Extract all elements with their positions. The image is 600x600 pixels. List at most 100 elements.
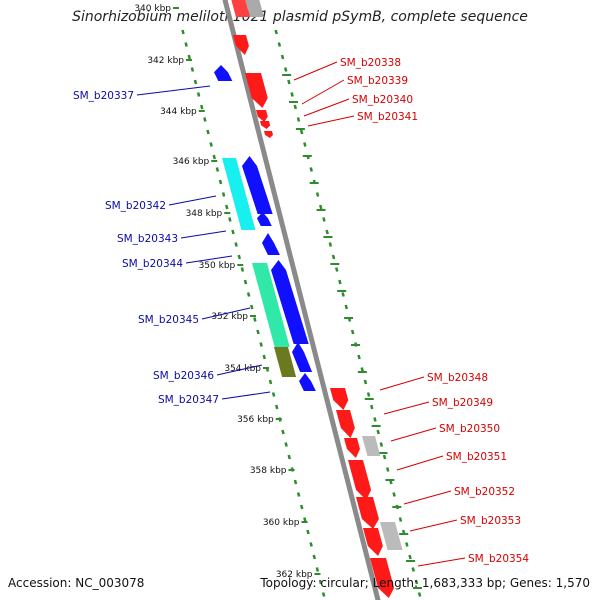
leader-line xyxy=(307,115,355,127)
left-tick-track xyxy=(237,254,241,260)
left-tick-track xyxy=(306,529,310,535)
right-tick-track xyxy=(373,417,377,422)
right-tick-track xyxy=(274,29,278,35)
left-tick-track xyxy=(246,292,251,297)
right-tick-track xyxy=(363,379,368,385)
leader-line xyxy=(168,195,217,206)
scale-label: 358 kbp xyxy=(250,466,287,476)
right-tick-track xyxy=(315,192,320,197)
right-tick-track xyxy=(296,117,301,122)
left-tick-track xyxy=(315,567,320,572)
gene-arrow xyxy=(233,35,249,55)
right-tick-track xyxy=(319,204,323,210)
scale-label: 344 kbp xyxy=(160,107,197,117)
gene-label: SM_b20351 xyxy=(446,451,507,463)
gene-label: SM_b20342 xyxy=(105,200,166,212)
gene-arrow xyxy=(257,212,272,226)
scale-label: 356 kbp xyxy=(237,415,274,425)
accession-text: Accession: NC_003078 xyxy=(8,576,145,590)
right-tick-track xyxy=(398,517,403,522)
right-tick-track xyxy=(328,242,333,247)
gene-arrow xyxy=(264,131,274,138)
gene-label: SM_b20354 xyxy=(468,553,529,565)
right-tick-track xyxy=(338,279,342,285)
gene-arrow xyxy=(356,497,379,529)
left-tick-track xyxy=(240,267,245,272)
left-tick-track xyxy=(321,592,326,597)
right-tick-track xyxy=(331,254,336,260)
right-tick-track xyxy=(280,54,285,60)
left-tick-track xyxy=(256,329,260,335)
left-tick-track xyxy=(212,154,216,160)
left-tick-track xyxy=(259,342,263,347)
gene-label: SM_b20353 xyxy=(460,515,521,527)
right-tick-track xyxy=(376,429,380,435)
left-tick-track xyxy=(262,354,266,360)
gene-label: SM_b20346 xyxy=(153,370,214,382)
left-tick-track xyxy=(206,129,210,135)
left-tick-track xyxy=(184,42,188,47)
gene-arrow xyxy=(292,342,313,372)
topology-summary: Topology: circular; Length: 1,683,333 bp… xyxy=(260,576,590,590)
leader-line xyxy=(216,364,263,376)
gene-arrow xyxy=(245,73,268,108)
gene-arrow xyxy=(380,522,403,550)
right-tick-track xyxy=(303,142,307,147)
right-tick-track xyxy=(334,267,339,272)
gene-label: SM_b20350 xyxy=(439,423,500,435)
left-tick-track xyxy=(228,217,232,222)
right-tick-track xyxy=(366,392,371,397)
scale-label: 350 kbp xyxy=(199,261,236,271)
gene-label: SM_b20345 xyxy=(138,314,199,326)
leader-line xyxy=(301,79,345,105)
map-title: Sinorhizobium meliloti 1021 plasmid pSym… xyxy=(72,9,528,25)
gene-arrow xyxy=(214,65,233,81)
left-tick-track xyxy=(271,392,276,397)
left-tick-track xyxy=(318,579,323,585)
right-tick-track xyxy=(293,104,297,110)
left-tick-track xyxy=(221,192,226,197)
left-tick-track xyxy=(225,204,229,210)
left-tick-track xyxy=(190,67,195,72)
gene-label: SM_b20343 xyxy=(117,233,178,245)
gene-arrow xyxy=(245,0,264,17)
scale-label: 352 kbp xyxy=(211,312,248,322)
gene-arrow xyxy=(274,347,297,377)
leader-line xyxy=(409,519,458,532)
left-tick-track xyxy=(196,92,201,97)
left-tick-track xyxy=(309,542,313,547)
right-tick-track xyxy=(277,42,282,47)
right-tick-track xyxy=(408,554,412,560)
gene-arrow xyxy=(299,373,316,391)
left-tick-track xyxy=(296,492,301,497)
right-tick-track xyxy=(283,67,288,72)
right-tick-track xyxy=(414,579,419,585)
left-tick-track xyxy=(218,179,223,185)
gene-arrow xyxy=(363,528,383,556)
leader-line xyxy=(303,98,350,117)
right-tick-track xyxy=(405,542,409,547)
scale-label: 362 kbp xyxy=(276,570,313,580)
right-tick-track xyxy=(350,329,355,335)
gene-label: SM_b20340 xyxy=(352,94,413,106)
gene-arrow xyxy=(336,410,355,438)
leader-line xyxy=(417,557,466,567)
left-tick-track xyxy=(287,454,291,460)
left-tick-track xyxy=(268,379,273,385)
gene-label: SM_b20339 xyxy=(347,75,408,87)
left-tick-track xyxy=(275,404,279,410)
left-tick-track xyxy=(200,104,204,110)
left-tick-track xyxy=(203,117,207,122)
gene-arrow xyxy=(362,436,381,456)
left-tick-track xyxy=(281,429,285,435)
left-tick-track xyxy=(250,304,254,310)
scale-label: 340 kbp xyxy=(134,4,171,14)
right-tick-track xyxy=(357,354,361,360)
left-tick-track xyxy=(215,167,220,172)
left-tick-track xyxy=(293,479,298,485)
gene-arrow xyxy=(231,0,250,17)
left-tick-track xyxy=(243,279,248,285)
leader-line xyxy=(136,85,211,96)
leader-line xyxy=(201,307,251,320)
